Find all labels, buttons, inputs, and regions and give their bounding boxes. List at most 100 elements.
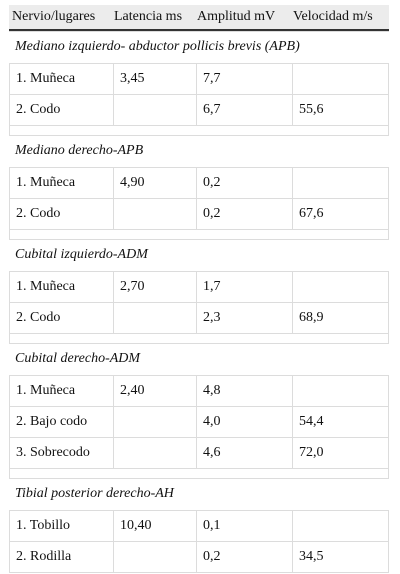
- cell-velocity: 54,4: [293, 407, 388, 437]
- table-row: 2. Codo 0,2 67,6: [9, 199, 389, 230]
- cell-velocity-text: 34,5: [299, 549, 324, 564]
- header-amplitude: Amplitud mV: [197, 9, 276, 24]
- section-title: Tibial posterior derecho-AH: [15, 486, 174, 501]
- table-body: Mediano izquierdo- abductor pollicis bre…: [9, 31, 389, 573]
- cell-velocity: [293, 511, 388, 541]
- cell-latency-text: 2,40: [120, 383, 145, 398]
- cell-latency: 2,70: [114, 272, 197, 302]
- section-title: Mediano izquierdo- abductor pollicis bre…: [15, 39, 300, 54]
- cell-site: 1. Muñeca: [10, 272, 114, 302]
- cell-amplitude: 0,2: [197, 168, 293, 198]
- header-nerve: Nervio/lugares: [12, 9, 96, 24]
- table-row: 3. Sobrecodo 4,6 72,0: [9, 438, 389, 469]
- cell-latency: 4,90: [114, 168, 197, 198]
- cell-amplitude: 0,2: [197, 199, 293, 229]
- section-spacer: [9, 469, 389, 478]
- cell-velocity-text: 54,4: [299, 414, 324, 429]
- table-row: 1. Muñeca 3,45 7,7: [9, 64, 389, 95]
- section-title-row: Mediano izquierdo- abductor pollicis bre…: [9, 31, 389, 64]
- cell-amplitude-text: 0,2: [203, 175, 221, 190]
- cell-latency: 10,40: [114, 511, 197, 541]
- cell-site-text: 1. Muñeca: [16, 279, 76, 294]
- section-title-row: Tibial posterior derecho-AH: [9, 478, 389, 511]
- cell-latency-text: 2,70: [120, 279, 145, 294]
- cell-amplitude: 4,6: [197, 438, 293, 468]
- cell-amplitude: 4,8: [197, 376, 293, 406]
- cell-amplitude: 6,7: [197, 95, 293, 125]
- cell-site-text: 3. Sobrecodo: [16, 445, 90, 460]
- table-row: 2. Codo 6,7 55,6: [9, 95, 389, 126]
- cell-velocity: 72,0: [293, 438, 388, 468]
- section-spacer: [9, 126, 389, 135]
- cell-site-text: 1. Muñeca: [16, 175, 76, 190]
- cell-site: 3. Sobrecodo: [10, 438, 114, 468]
- cell-site: 2. Bajo codo: [10, 407, 114, 437]
- cell-site: 2. Codo: [10, 95, 114, 125]
- cell-site-text: 1. Tobillo: [16, 518, 70, 533]
- cell-site: 1. Muñeca: [10, 376, 114, 406]
- table-row: 1. Tobillo 10,40 0,1: [9, 511, 389, 542]
- cell-velocity: 68,9: [293, 303, 388, 333]
- section-spacer: [9, 334, 389, 343]
- cell-amplitude-text: 0,2: [203, 206, 221, 221]
- cell-amplitude: 0,2: [197, 542, 293, 572]
- cell-latency: 3,45: [114, 64, 197, 94]
- cell-velocity: 34,5: [293, 542, 388, 572]
- cell-amplitude-text: 4,6: [203, 445, 221, 460]
- cell-site: 2. Rodilla: [10, 542, 114, 572]
- cell-site-text: 2. Codo: [16, 310, 61, 325]
- conduction-table: Nervio/lugares Latencia ms Amplitud mV V…: [9, 5, 389, 573]
- header-latency: Latencia ms: [114, 9, 183, 24]
- cell-amplitude-text: 4,0: [203, 414, 221, 429]
- cell-site-text: 1. Muñeca: [16, 71, 76, 86]
- table-row: 1. Muñeca 2,40 4,8: [9, 376, 389, 407]
- cell-site: 1. Tobillo: [10, 511, 114, 541]
- table-row: 2. Bajo codo 4,0 54,4: [9, 407, 389, 438]
- cell-latency: [114, 542, 197, 572]
- cell-amplitude-text: 0,2: [203, 549, 221, 564]
- section-title: Mediano derecho-APB: [15, 143, 144, 158]
- cell-site: 2. Codo: [10, 303, 114, 333]
- table-row: 2. Rodilla 0,2 34,5: [9, 542, 389, 573]
- section-spacer: [9, 230, 389, 239]
- cell-latency: [114, 303, 197, 333]
- cell-site-text: 2. Bajo codo: [16, 414, 88, 429]
- cell-site-text: 2. Codo: [16, 102, 61, 117]
- cell-velocity: [293, 376, 388, 406]
- table-row: 2. Codo 2,3 68,9: [9, 303, 389, 334]
- section-title-row: Cubital izquierdo-ADM: [9, 239, 389, 272]
- cell-amplitude-text: 1,7: [203, 279, 221, 294]
- cell-velocity: [293, 272, 388, 302]
- table-row: 1. Muñeca 2,70 1,7: [9, 272, 389, 303]
- section-title-row: Cubital derecho-ADM: [9, 343, 389, 376]
- cell-latency-text: 10,40: [120, 518, 152, 533]
- cell-latency: [114, 438, 197, 468]
- cell-velocity-text: 67,6: [299, 206, 324, 221]
- cell-velocity-text: 55,6: [299, 102, 324, 117]
- cell-velocity-text: 72,0: [299, 445, 324, 460]
- cell-velocity: 67,6: [293, 199, 388, 229]
- cell-amplitude-text: 6,7: [203, 102, 221, 117]
- cell-amplitude: 7,7: [197, 64, 293, 94]
- cell-velocity: [293, 168, 388, 198]
- header-velocity: Velocidad m/s: [293, 9, 373, 24]
- cell-site: 1. Muñeca: [10, 64, 114, 94]
- section-title: Cubital izquierdo-ADM: [15, 247, 148, 262]
- cell-amplitude: 0,1: [197, 511, 293, 541]
- cell-amplitude-text: 4,8: [203, 383, 221, 398]
- cell-velocity: [293, 64, 388, 94]
- cell-latency-text: 3,45: [120, 71, 145, 86]
- table-row: 1. Muñeca 4,90 0,2: [9, 168, 389, 199]
- cell-site-text: 2. Rodilla: [16, 549, 72, 564]
- cell-velocity-text: 68,9: [299, 310, 324, 325]
- cell-latency: 2,40: [114, 376, 197, 406]
- cell-site: 2. Codo: [10, 199, 114, 229]
- cell-velocity: 55,6: [293, 95, 388, 125]
- cell-amplitude-text: 2,3: [203, 310, 221, 325]
- cell-latency: [114, 95, 197, 125]
- cell-amplitude-text: 0,1: [203, 518, 221, 533]
- cell-site: 1. Muñeca: [10, 168, 114, 198]
- cell-latency: [114, 199, 197, 229]
- cell-latency: [114, 407, 197, 437]
- section-title: Cubital derecho-ADM: [15, 351, 141, 366]
